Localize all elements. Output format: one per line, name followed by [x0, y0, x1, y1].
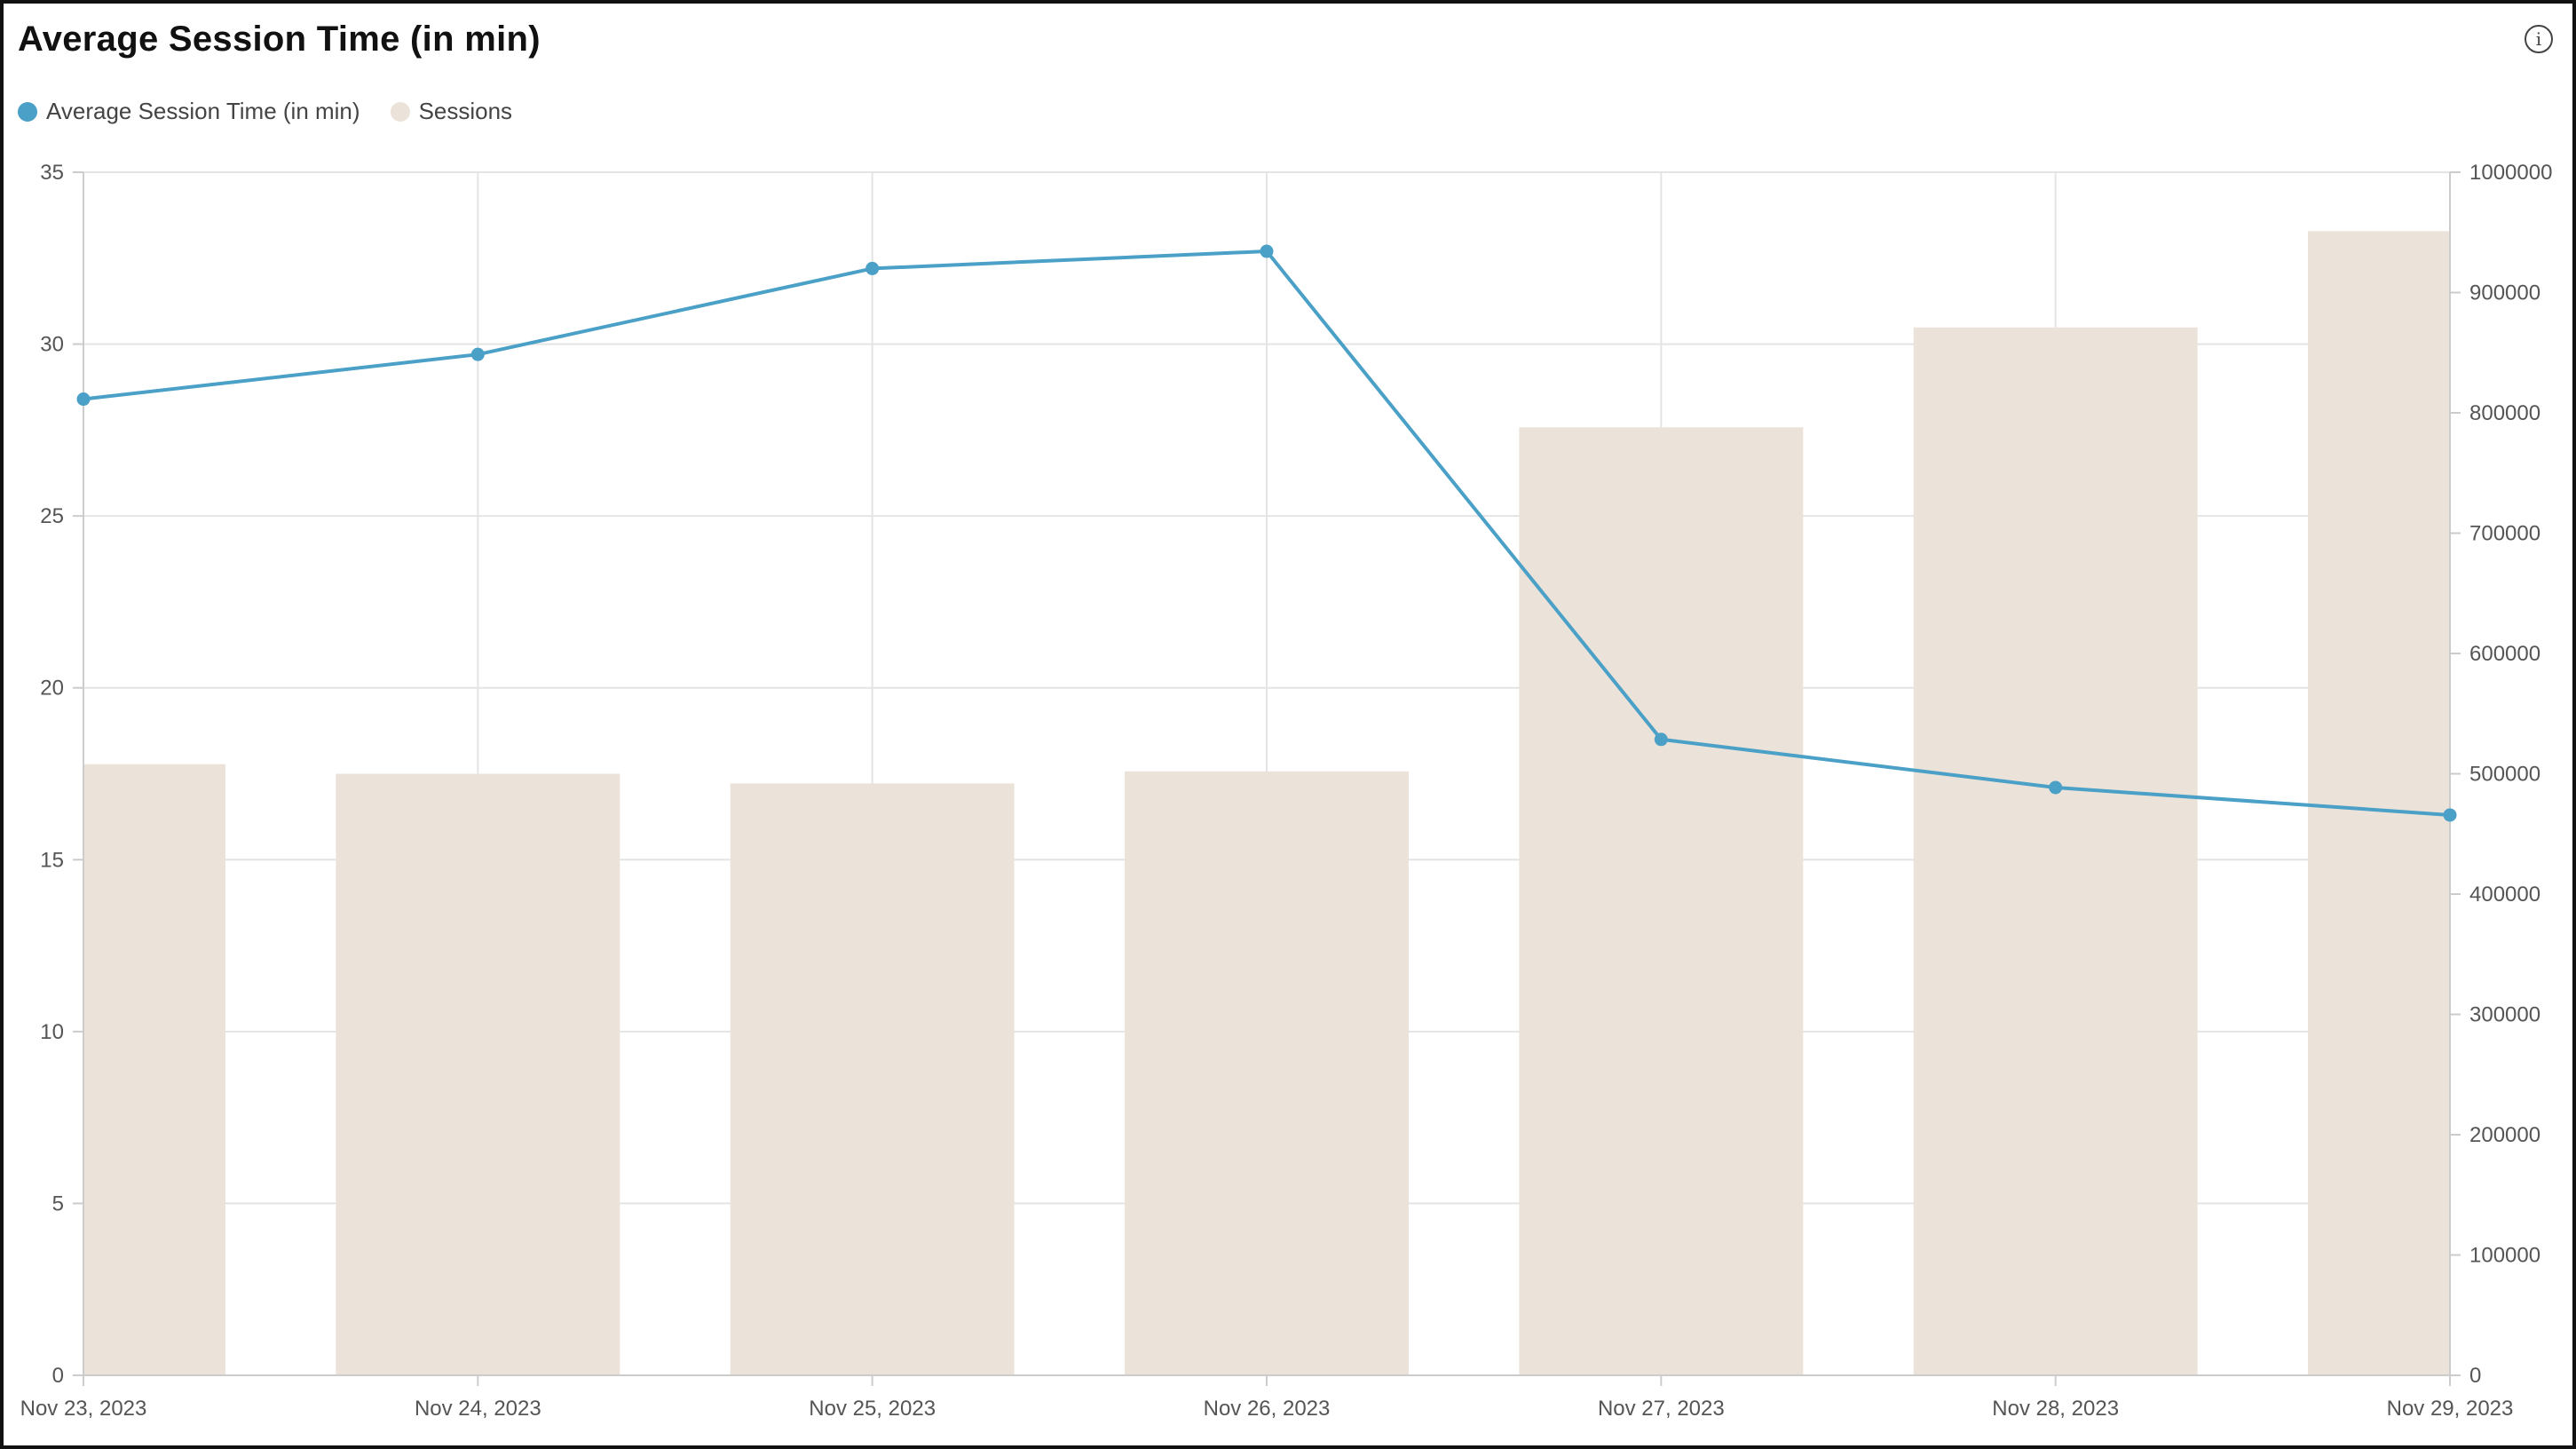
- legend-label-sessions: Sessions: [418, 98, 513, 124]
- tick-label-x: Nov 28, 2023: [1992, 1397, 2119, 1421]
- tick-label-x: Nov 29, 2023: [2387, 1397, 2514, 1421]
- bar-sessions: [83, 764, 225, 1375]
- point-avg-session-time: [1654, 732, 1668, 747]
- tick-label-right: 700000: [2469, 522, 2540, 546]
- point-avg-session-time: [2049, 780, 2063, 795]
- bar-sessions: [2308, 231, 2450, 1375]
- legend-swatch-sessions: [390, 101, 410, 122]
- tick-label-right: 400000: [2469, 883, 2540, 907]
- chart-legend: Average Session Time (in min) Sessions: [18, 98, 542, 125]
- tick-label-left: 5: [52, 1192, 64, 1215]
- bar-sessions: [336, 773, 620, 1375]
- tick-label-right: 300000: [2469, 1003, 2540, 1027]
- tick-label-x: Nov 23, 2023: [20, 1397, 147, 1421]
- tick-label-right: 1000000: [2469, 161, 2552, 185]
- tick-label-right: 100000: [2469, 1244, 2540, 1268]
- tick-label-left: 35: [40, 161, 64, 185]
- legend-label-avg-session-time: Average Session Time (in min): [46, 98, 360, 124]
- point-avg-session-time: [865, 261, 880, 275]
- tick-label-left: 10: [40, 1020, 64, 1044]
- tick-label-right: 200000: [2469, 1123, 2540, 1147]
- tick-label-left: 30: [40, 333, 64, 357]
- legend-item-avg-session-time[interactable]: Average Session Time (in min): [18, 98, 360, 125]
- tick-label-x: Nov 26, 2023: [1204, 1397, 1331, 1421]
- bar-sessions: [1519, 427, 1804, 1375]
- point-avg-session-time: [2443, 808, 2457, 822]
- tick-label-right: 900000: [2469, 281, 2540, 305]
- tick-label-x: Nov 27, 2023: [1598, 1397, 1725, 1421]
- point-avg-session-time: [76, 392, 91, 407]
- tick-label-x: Nov 25, 2023: [809, 1397, 936, 1421]
- tick-label-left: 15: [40, 848, 64, 872]
- bar-sessions: [1125, 771, 1409, 1375]
- tick-label-right: 0: [2469, 1364, 2481, 1388]
- tick-label-left: 25: [40, 504, 64, 528]
- point-avg-session-time: [1260, 244, 1274, 258]
- point-avg-session-time: [470, 347, 485, 361]
- info-icon[interactable]: i: [2525, 25, 2553, 53]
- bar-sessions: [1913, 327, 2198, 1375]
- tick-label-right: 800000: [2469, 401, 2540, 425]
- tick-label-left: 0: [52, 1364, 64, 1388]
- legend-swatch-avg-session-time: [18, 101, 37, 122]
- chart-title: Average Session Time (in min): [18, 20, 541, 59]
- legend-item-sessions[interactable]: Sessions: [390, 98, 513, 125]
- tick-label-right: 500000: [2469, 763, 2540, 787]
- tick-label-x: Nov 24, 2023: [415, 1397, 541, 1421]
- bar-sessions: [730, 783, 1015, 1375]
- tick-label-left: 20: [40, 677, 64, 701]
- tick-label-right: 600000: [2469, 642, 2540, 666]
